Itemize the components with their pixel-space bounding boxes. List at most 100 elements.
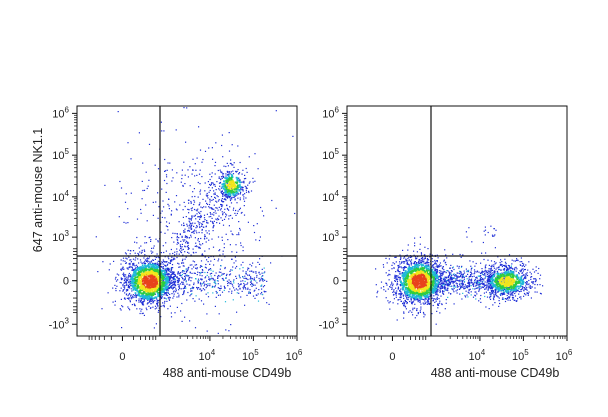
event-dot	[218, 215, 220, 217]
event-dot	[434, 291, 436, 293]
event-dot	[102, 261, 104, 263]
event-dot	[168, 208, 170, 210]
event-dot	[395, 278, 397, 280]
event-dot	[227, 165, 229, 167]
event-dot	[179, 249, 181, 251]
event-dot	[165, 290, 168, 292]
event-dot	[116, 273, 118, 275]
event-dot	[234, 267, 237, 269]
event-dot	[188, 247, 190, 249]
event-dot	[133, 269, 135, 271]
event-dot	[222, 273, 224, 275]
event-dot	[142, 262, 144, 264]
event-dot	[395, 275, 397, 277]
event-dot	[497, 296, 499, 298]
event-dot	[190, 288, 192, 290]
event-dot	[157, 299, 160, 302]
event-dot	[189, 295, 191, 297]
event-dot	[120, 263, 122, 265]
event-dot	[129, 276, 131, 278]
event-dot	[132, 294, 134, 296]
event-dot	[169, 276, 171, 278]
event-dot	[409, 260, 412, 262]
event-dot	[208, 206, 210, 208]
event-dot	[181, 260, 184, 262]
event-dot	[397, 270, 399, 273]
event-dot	[230, 196, 232, 198]
event-dot	[133, 264, 135, 266]
event-dot	[395, 294, 397, 296]
event-dot	[165, 174, 168, 176]
event-dot	[398, 271, 400, 273]
event-dot	[254, 284, 256, 286]
event-dot	[207, 261, 209, 263]
event-dot	[231, 184, 234, 186]
event-dot	[161, 261, 164, 264]
event-dot	[187, 244, 189, 247]
event-dot	[494, 270, 496, 272]
event-dot	[216, 219, 218, 221]
event-dot	[450, 282, 452, 284]
event-dot	[136, 279, 139, 281]
event-dot	[488, 271, 490, 273]
event-dot	[198, 173, 201, 175]
event-dot	[119, 281, 121, 284]
event-dot	[130, 298, 132, 300]
event-dot	[203, 281, 205, 283]
event-dot	[201, 271, 203, 273]
y-tick-label: 103	[52, 229, 69, 244]
event-dot	[441, 290, 444, 293]
event-dot	[248, 291, 250, 293]
event-dot	[160, 221, 162, 223]
event-dot	[403, 305, 405, 307]
event-dot	[498, 279, 501, 282]
event-dot	[473, 281, 475, 283]
event-dot	[127, 288, 129, 291]
event-dot	[436, 271, 438, 273]
event-dot	[500, 292, 502, 295]
event-dot	[154, 280, 157, 283]
event-dot	[489, 288, 491, 290]
event-dot	[515, 285, 518, 288]
x-tick-label: 104	[199, 348, 216, 363]
event-dot	[163, 130, 165, 132]
event-dot	[144, 278, 147, 281]
event-dot	[153, 245, 155, 247]
event-dot	[462, 284, 464, 286]
event-dot	[488, 268, 490, 270]
event-dot	[169, 279, 171, 282]
event-dot	[460, 266, 463, 268]
event-dot	[393, 290, 395, 292]
event-dot	[214, 192, 216, 194]
event-dot	[445, 254, 447, 256]
event-dot	[440, 283, 442, 286]
event-dot	[128, 266, 130, 268]
event-dot	[216, 181, 218, 183]
event-dot	[147, 185, 149, 187]
event-dot	[491, 291, 493, 294]
event-dot	[527, 293, 529, 295]
event-dot	[166, 268, 169, 270]
event-dot	[439, 279, 441, 281]
event-dot	[152, 262, 154, 264]
event-dot	[248, 292, 250, 294]
event-dot	[225, 194, 227, 196]
event-dot	[514, 260, 517, 262]
event-dot	[139, 274, 141, 277]
event-dot	[248, 190, 250, 192]
event-dot	[529, 285, 531, 287]
event-dot	[499, 283, 502, 285]
event-dot	[231, 198, 233, 200]
event-dot	[232, 194, 235, 197]
event-dot	[228, 150, 231, 152]
event-dot	[178, 284, 180, 286]
event-dot	[508, 278, 511, 281]
event-dot	[141, 308, 143, 310]
event-dot	[148, 300, 150, 302]
event-dot	[144, 236, 146, 238]
event-dot	[136, 268, 139, 271]
event-dot	[474, 291, 476, 293]
event-dot	[161, 285, 164, 288]
event-dot	[193, 287, 195, 289]
event-dot	[492, 274, 494, 276]
